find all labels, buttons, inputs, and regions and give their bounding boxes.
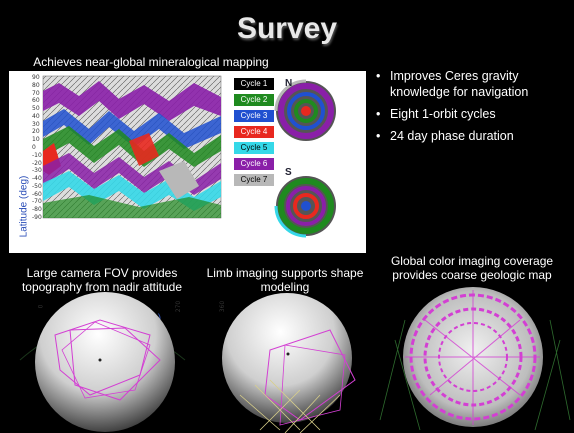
bullet-text: Improves Ceres gravity knowledge for nav… [390,69,529,99]
y-tick-label: 60 [32,97,40,105]
caption-color: Global color imaging coverage provides c… [390,254,554,282]
y-axis-label: Latitude (deg) [18,175,30,238]
bullet-text: Eight 1-orbit cycles [390,107,496,121]
y-tick-label: 10 [32,136,40,144]
x-axis-label: Longitude (deg) [91,313,162,324]
y-tick-label: 40 [32,112,40,120]
y-tick-label: -60 [32,190,42,198]
legend-entry: Cycle 5 [234,142,274,154]
y-tick-label: -80 [32,206,42,214]
slide-title: Survey [236,12,338,45]
bullet-text: 24 day phase duration [390,129,514,143]
coverage-map [42,75,336,238]
x-tick-label: 360 [219,300,227,313]
y-tick-label: -50 [32,182,42,190]
y-tick-label: 70 [32,89,40,97]
y-tick-label: 80 [32,81,40,89]
legend-entry: Cycle 6 [234,158,274,170]
caption-nadir: Large camera FOV provides topography fro… [21,266,183,294]
y-tick-label: -40 [32,175,42,183]
y-tick-label: 90 [32,74,40,81]
y-tick-label: 50 [32,105,40,113]
y-tick-label: -70 [32,198,42,206]
y-tick-label: -90 [32,214,42,221]
legend-entry: Cycle 3 [234,110,274,122]
coverage-figure: Latitude (deg) 90 80 70 60 50 40 30 20 10 0 -10 -20… [9,71,366,324]
y-tick-label: -10 [32,151,42,159]
y-tick-label: 0 [32,144,36,151]
bullet-marker: • [376,107,381,121]
chart-subtitle: Achieves near-global mineralogical mappi… [33,55,269,69]
color-globe-image [379,287,571,431]
x-tick-label: 180 [130,300,138,313]
bullet-marker: • [376,129,381,143]
bullet-item: • 24 day phase duration [376,128,572,144]
y-tick-label: 20 [32,128,40,136]
north-pole-label: N [285,78,293,89]
x-tick-label: 90 [83,302,91,311]
bullet-item: • Eight 1-orbit cycles [376,106,572,122]
bullet-marker: • [376,69,381,83]
limb-globe-image [222,293,356,433]
legend-entry: Cycle 2 [234,94,274,106]
legend-entry: Cycle 7 [234,174,274,186]
legend-entry: Cycle 1 [234,78,274,90]
legend-entry: Cycle 4 [234,126,274,138]
y-tick-label: 30 [32,120,40,128]
y-tick-label: -30 [32,167,42,175]
y-tick-label: -20 [32,159,42,167]
bullet-list: • Improves Ceres gravity knowledge for n… [376,68,572,150]
x-tick-label: 0 [37,304,45,309]
caption-limb: Limb imaging supports shape modeling [206,266,364,294]
x-tick-label: 270 [174,300,182,313]
bullet-item: • Improves Ceres gravity knowledge for n… [376,68,572,100]
south-pole-label: S [285,167,292,178]
